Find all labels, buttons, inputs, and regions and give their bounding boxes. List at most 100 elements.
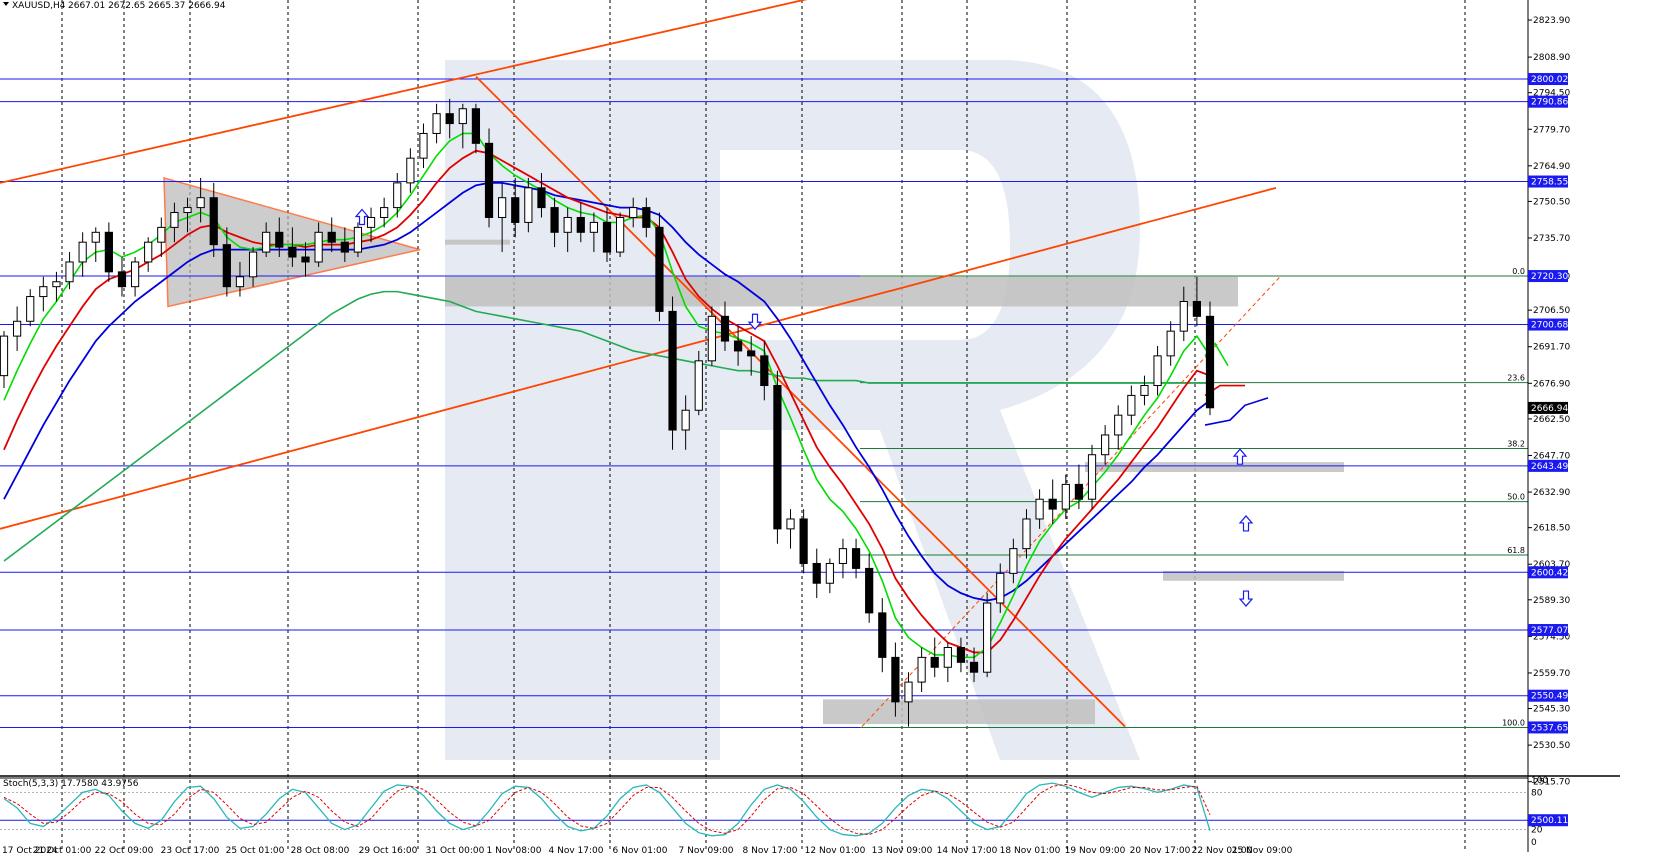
price-tick-label: 2618.50 xyxy=(1533,524,1570,534)
candle-body xyxy=(406,157,415,184)
level-price-tag xyxy=(1528,624,1568,637)
time-axis-label: 21 Oct 01:00 xyxy=(33,846,92,856)
candle-body xyxy=(969,661,979,673)
candle-body xyxy=(419,132,428,159)
price-tick-label: 2545.30 xyxy=(1533,705,1570,715)
trend-descending xyxy=(475,75,1126,728)
candle-body xyxy=(196,197,205,209)
candle-body xyxy=(39,286,48,298)
time-axis-label: 12 Nov 01:00 xyxy=(805,846,866,856)
arrow-down-icon xyxy=(747,313,763,331)
time-axis-label: 17 Oct 2024 xyxy=(2,846,58,856)
supply-demand-zone xyxy=(1163,570,1344,581)
candle-body xyxy=(983,602,992,673)
candle-body xyxy=(878,612,887,658)
level-price-label: 2500.11 xyxy=(1531,816,1568,826)
fib-label: 38.2 xyxy=(1507,440,1525,449)
time-axis-label: 1 Nov 08:00 xyxy=(487,846,542,856)
candle-body xyxy=(891,656,900,703)
price-tick-label: 2750.50 xyxy=(1533,197,1570,207)
fib-label: 0.0 xyxy=(1512,267,1525,276)
candle-body xyxy=(1179,301,1188,332)
candle-body xyxy=(865,567,874,614)
stoch-level-label: 20 xyxy=(1531,826,1543,836)
candle-body xyxy=(733,340,743,352)
candle-body xyxy=(1074,483,1084,500)
candle-body xyxy=(956,646,966,663)
candle-body xyxy=(393,182,402,209)
arrow-up-icon xyxy=(1232,448,1248,465)
price-tick-label: 2603.70 xyxy=(1533,560,1570,570)
price-tick-label: 2779.70 xyxy=(1533,125,1570,135)
watermark-logo xyxy=(445,60,1140,760)
candle-body xyxy=(327,231,336,243)
price-tick-label: 2764.90 xyxy=(1533,162,1570,172)
level-price-tag xyxy=(1528,270,1568,283)
candle-body xyxy=(432,113,441,134)
candle-body xyxy=(773,385,782,530)
current-price-label: 2666.94 xyxy=(1531,404,1568,414)
candle-body xyxy=(13,320,22,337)
current-price-tag xyxy=(1528,401,1568,414)
candle-body xyxy=(642,207,651,228)
price-tick-label: 2808.90 xyxy=(1533,53,1570,63)
candle-body xyxy=(78,241,87,263)
ma-slow-projection xyxy=(1204,397,1269,426)
level-price-tag xyxy=(1528,721,1568,734)
level-price-label: 2577.07 xyxy=(1531,626,1568,636)
candle-body xyxy=(1101,434,1110,456)
price-tick-label: 2823.90 xyxy=(1533,16,1570,26)
candle-body xyxy=(511,197,520,223)
candle-body xyxy=(170,212,179,228)
candle-body xyxy=(366,216,376,228)
time-axis-label: 29 Oct 16:00 xyxy=(359,846,418,856)
candle-body xyxy=(602,221,612,253)
candle-body xyxy=(1127,394,1136,416)
candle-body xyxy=(314,231,323,263)
trend-upper-channel xyxy=(0,0,808,184)
candle-body xyxy=(589,221,598,233)
candle-body xyxy=(1087,454,1097,500)
candle-body xyxy=(1061,483,1070,510)
level-price-tag xyxy=(1528,73,1568,86)
candle-body xyxy=(235,276,245,288)
ma-slow-line xyxy=(3,181,1211,602)
candle-body xyxy=(340,241,349,253)
time-axis-label: 25 Oct 01:00 xyxy=(226,846,285,856)
supply-demand-zone xyxy=(445,239,510,245)
ohlc-readout: 2667.01 2672.65 2665.37 2666.94 xyxy=(68,1,226,11)
price-tick-label: 2589.30 xyxy=(1533,596,1570,606)
time-axis-label: 28 Oct 08:00 xyxy=(291,846,350,856)
dropdown-triangle-icon xyxy=(3,2,9,6)
level-price-label: 2537.65 xyxy=(1531,723,1568,733)
candle-body xyxy=(471,108,481,144)
price-tick-label: 2691.70 xyxy=(1533,343,1570,353)
candle-body xyxy=(144,241,153,263)
candle-body xyxy=(209,197,218,246)
time-axis-label: 19 Nov 09:00 xyxy=(1065,846,1126,856)
candle-body xyxy=(183,207,192,214)
level-price-label: 2790.86 xyxy=(1531,98,1568,108)
ma-long-line xyxy=(3,290,1210,562)
candle-body xyxy=(629,207,638,218)
stoch-level-label: 0 xyxy=(1531,838,1537,848)
time-axis-label: 14 Nov 17:00 xyxy=(937,846,998,856)
candle-body xyxy=(157,226,166,243)
level-price-label: 2643.49 xyxy=(1531,462,1568,472)
price-levels xyxy=(0,78,1528,821)
candle-body xyxy=(91,231,100,243)
stoch-header: Stoch(5,3,3) 17.7580 43.9756 xyxy=(3,779,139,789)
price-tick-label: 2662.50 xyxy=(1533,415,1570,425)
candle-body xyxy=(930,656,939,668)
candle-body xyxy=(353,226,363,253)
time-axis-label: 7 Nov 09:00 xyxy=(679,846,734,856)
candle-body xyxy=(458,108,467,125)
candle-body xyxy=(563,216,572,233)
price-tick-label: 2735.70 xyxy=(1533,234,1570,244)
stoch-level-label: 80 xyxy=(1531,788,1543,798)
candle-body xyxy=(1022,518,1031,550)
candle-body xyxy=(917,656,926,683)
fib-levels xyxy=(860,275,1528,729)
